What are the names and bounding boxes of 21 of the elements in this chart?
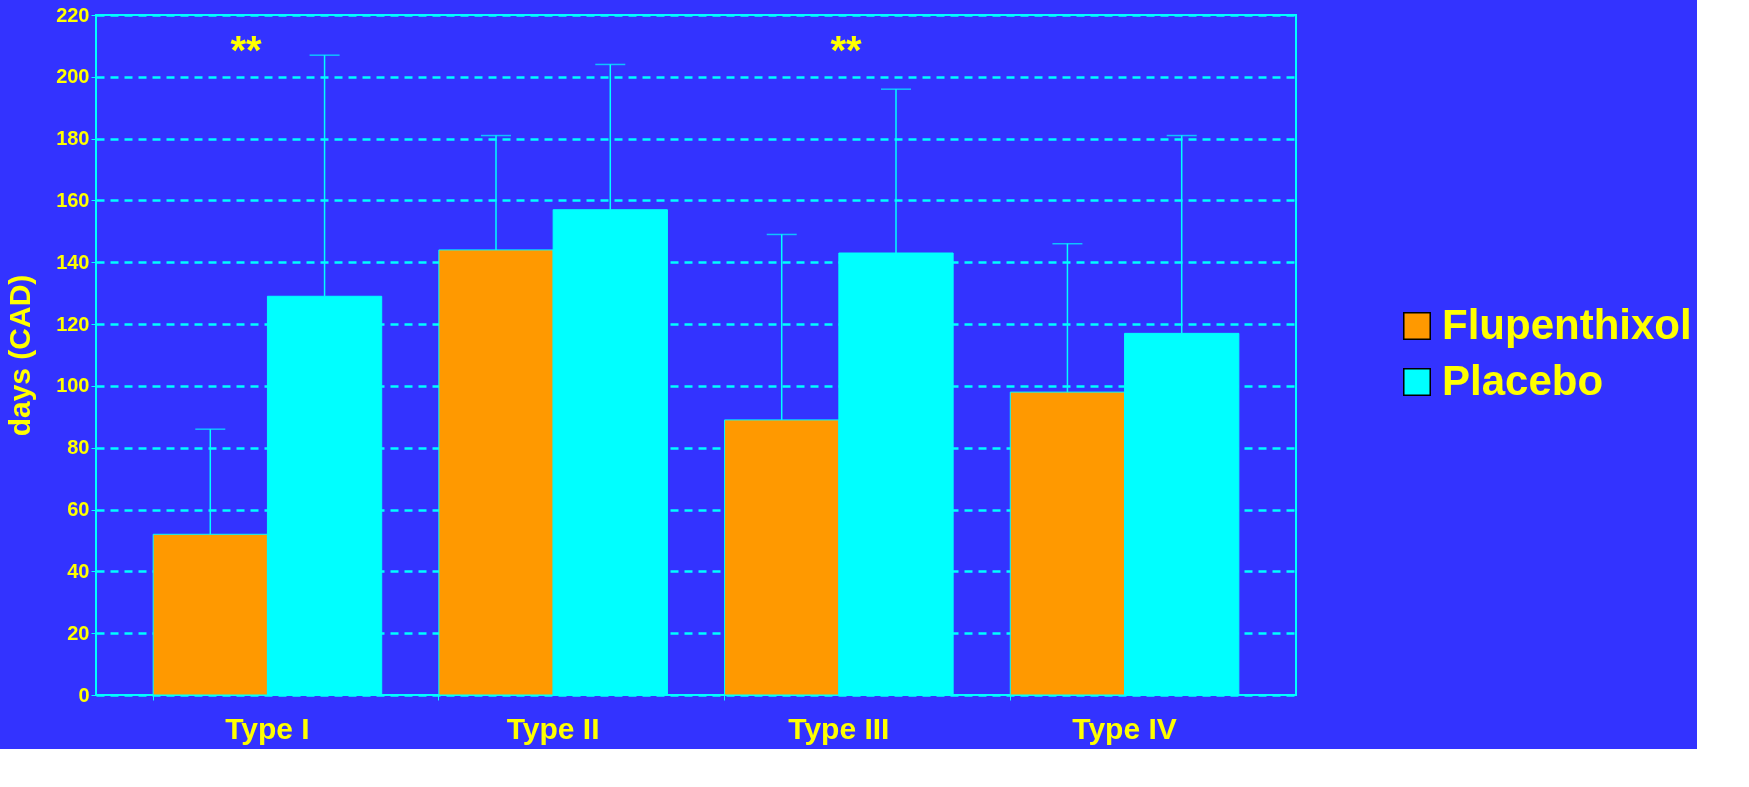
legend-label: Placebo — [1442, 357, 1604, 404]
y-tick-label: 180 — [56, 127, 90, 150]
y-tick-label: 80 — [67, 436, 90, 459]
y-tick-label: 0 — [78, 683, 90, 706]
annotation: ** — [830, 28, 862, 72]
y-tick-label: 40 — [67, 559, 90, 582]
y-tick-label: 220 — [56, 3, 90, 26]
x-tick-label: Type IV — [1072, 711, 1177, 745]
y-tick-label: 120 — [56, 312, 90, 335]
x-tick-label: Type I — [225, 711, 310, 745]
y-tick-label: 140 — [56, 250, 90, 273]
y-tick-label: 200 — [56, 65, 90, 88]
y-tick-label: 160 — [56, 188, 90, 211]
x-tick-label: Type II — [506, 711, 600, 745]
x-tick-label: Type III — [788, 711, 890, 745]
annotation: ** — [230, 28, 262, 72]
y-axis-title: days (CAD) — [3, 274, 37, 437]
legend-label: Flupenthixol — [1442, 301, 1692, 348]
y-tick-label: 20 — [67, 621, 90, 644]
y-tick-label: 100 — [56, 374, 90, 397]
y-tick-label: 60 — [67, 498, 90, 521]
